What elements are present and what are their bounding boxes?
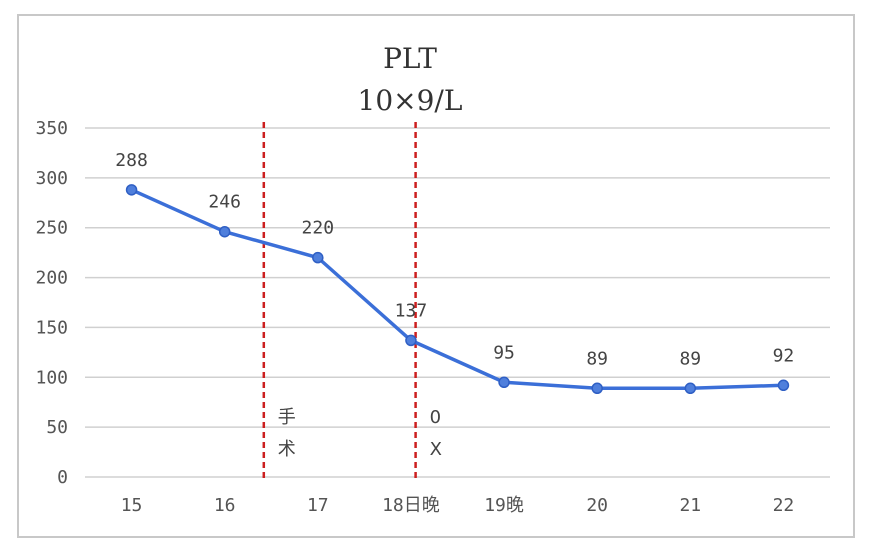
data-label: 137 [395,300,428,321]
y-tick-label: 0 [57,467,68,488]
x-tick-label: 18日晚 [382,495,440,516]
y-axis-ticks: 0 50 100 150 200 250 300 350 [35,118,68,488]
annotation-lines [262,122,417,482]
annotation-text-bottom: 术 [278,439,296,460]
data-label: 89 [586,348,608,369]
data-point [218,225,231,238]
y-tick-label: 200 [35,268,68,289]
chart-title: PLT [383,42,437,75]
data-point [684,382,697,395]
x-tick-label: 20 [586,495,608,516]
annotation-text-bottom: X [430,439,442,460]
chart-frame [17,14,855,538]
y-tick-label: 350 [35,118,68,139]
x-tick-label: 15 [121,495,143,516]
data-labels: 288 246 220 137 95 89 89 92 [115,150,794,369]
data-label: 89 [679,348,701,369]
x-axis-ticks: 15 16 17 18日晚 19晚 20 21 22 [121,495,795,516]
data-point [591,382,603,395]
chart-subtitle: 10×9/L [358,84,463,117]
series-plt [125,184,790,395]
data-label: 92 [773,345,795,366]
series-line [129,188,786,391]
data-point [125,184,138,196]
data-point [312,251,324,264]
y-tick-label: 150 [35,317,68,338]
x-tick-label: 16 [214,495,236,516]
annotation-texts: 手术 0 X [278,407,442,460]
data-point [498,376,510,389]
data-label: 288 [115,150,148,171]
data-point [777,379,790,392]
data-label: 95 [493,342,515,363]
y-tick-label: 300 [35,168,68,189]
x-tick-label: 21 [679,495,701,516]
data-point [405,334,417,347]
data-label: 220 [302,218,335,239]
x-tick-label: 19晚 [484,495,524,516]
y-tick-label: 50 [46,417,68,438]
x-tick-label: 22 [773,495,795,516]
y-tick-label: 100 [35,367,68,388]
x-tick-label: 17 [307,495,329,516]
annotation-text-top: 手 [278,407,296,428]
gridlines [85,127,830,478]
y-tick-label: 250 [35,218,68,239]
annotation-text-top: 0 [430,407,441,428]
data-label: 246 [208,192,241,213]
